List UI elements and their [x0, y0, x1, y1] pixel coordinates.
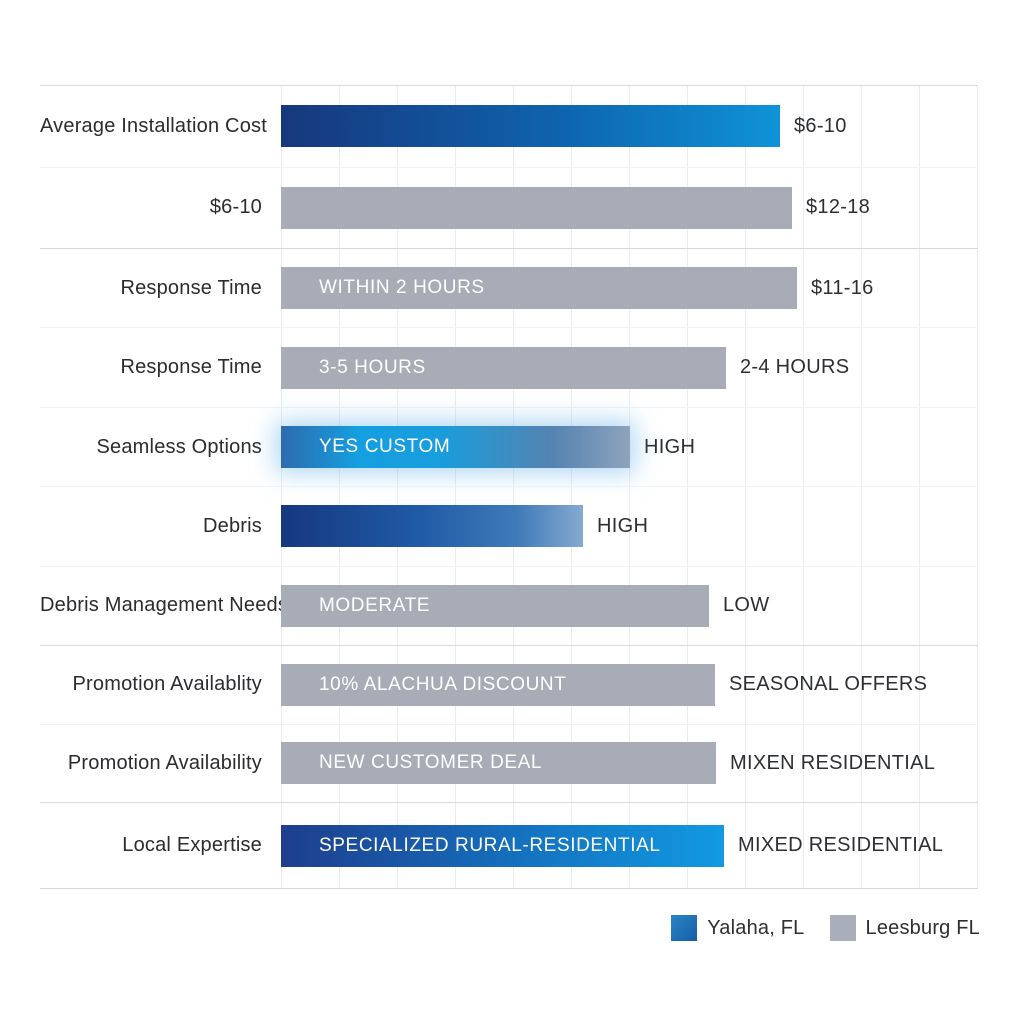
bar-leesburg: WITHIN 2 HOURS	[281, 267, 797, 310]
bar-inner-text: 3-5 HOURS	[319, 356, 426, 378]
row-label: Debris Management Needs	[40, 594, 289, 617]
row-label: Local Expertise	[122, 834, 262, 856]
row-label: Response Time	[120, 276, 262, 299]
legend-item-leesburg: Leesburg FL	[829, 915, 981, 941]
bar-zone: 10% ALACHUA DISCOUNT SEASONAL OFFERS	[281, 646, 978, 724]
bar-yalaha	[281, 105, 780, 148]
bar-inner-text: NEW CUSTOMER DEAL	[319, 752, 543, 774]
bar-leesburg: 10% ALACHUA DISCOUNT	[281, 663, 715, 706]
bar-leesburg: NEW CUSTOMER DEAL	[281, 742, 716, 785]
bar-zone: $12-18	[281, 168, 978, 249]
legend-swatch-gray	[829, 915, 856, 941]
bar-value-label: 2-4 HOURS	[740, 356, 850, 379]
bar-yalaha: YES CUSTOM	[281, 426, 630, 469]
row-label: Average Installation Cost	[40, 114, 267, 137]
chart-row: Seamless Options YES CUSTOM HIGH	[40, 406, 978, 486]
bar-inner-text: YES CUSTOM	[319, 436, 451, 458]
chart-row: $6-10 $12-18	[40, 166, 978, 249]
legend-label: Leesburg FL	[865, 916, 980, 939]
bar-zone: SPECIALIZED RURAL-RESIDENTIAL MIXED RESID…	[281, 803, 978, 888]
bar-leesburg: 3-5 HOURS	[281, 346, 726, 389]
bar-inner-text: MODERATE	[319, 594, 431, 616]
bar-zone: 3-5 HOURS 2-4 HOURS	[281, 328, 978, 406]
row-label: Debris	[203, 514, 262, 537]
legend-swatch-blue	[671, 915, 698, 941]
bar-inner-text: WITHIN 2 HOURS	[319, 277, 485, 299]
bar-value-label: MIXEN RESIDENTIAL	[730, 751, 936, 774]
bar-leesburg	[281, 186, 792, 229]
chart-row: Average Installation Cost $6-10	[40, 86, 978, 167]
chart-row: Local Expertise SPECIALIZED RURAL-RESIDEN…	[40, 803, 978, 888]
chart-row: Response Time WITHIN 2 HOURS $11-16	[40, 249, 978, 327]
bar-value-label: HIGH	[597, 514, 649, 537]
legend-label: Yalaha, FL	[707, 916, 805, 939]
row-label: Promotion Availablity	[72, 673, 262, 696]
chart-row: Debris Management Needs MODERATE LOW	[40, 565, 978, 645]
bar-value-label: MIXED RESIDENTIAL	[738, 834, 944, 856]
chart-plot-area: Average Installation Cost $6-10 $6-10 $12-1…	[40, 85, 978, 889]
chart-row-group: Average Installation Cost $6-10 $6-10 $12-1…	[40, 86, 978, 249]
chart-legend: Yalaha, FL Leesburg FL	[671, 915, 980, 941]
bar-zone: HIGH	[281, 487, 978, 565]
bar-value-label: SEASONAL OFFERS	[729, 673, 928, 696]
chart-row-group: Local Expertise SPECIALIZED RURAL-RESIDEN…	[40, 803, 978, 889]
chart-row: Response Time 3-5 HOURS 2-4 HOURS	[40, 327, 978, 406]
bar-inner-text: SPECIALIZED RURAL-RESIDENTIAL	[319, 834, 661, 856]
chart-row-group: Promotion Availablity 10% ALACHUA DISCOUN…	[40, 646, 978, 803]
bar-zone: NEW CUSTOMER DEAL MIXEN RESIDENTIAL	[281, 725, 978, 803]
bar-leesburg: MODERATE	[281, 584, 709, 627]
row-label: Seamless Options	[96, 435, 262, 458]
bar-zone: $6-10	[281, 86, 978, 167]
bar-value-label: HIGH	[644, 435, 696, 458]
bar-value-label: $11-16	[811, 276, 874, 299]
bar-zone: WITHIN 2 HOURS $11-16	[281, 249, 978, 327]
legend-item-yalaha: Yalaha, FL	[671, 915, 804, 941]
row-label: Response Time	[120, 356, 262, 379]
bar-value-label: $12-18	[806, 196, 871, 219]
bar-inner-text: 10% ALACHUA DISCOUNT	[319, 673, 567, 695]
chart-row: Debris HIGH	[40, 486, 978, 565]
chart-row: Promotion Availablity 10% ALACHUA DISCOUN…	[40, 646, 978, 724]
bar-zone: YES CUSTOM HIGH	[281, 408, 978, 486]
bar-value-label: $6-10	[794, 114, 847, 137]
bar-yalaha: SPECIALIZED RURAL-RESIDENTIAL	[281, 824, 724, 867]
bar-zone: MODERATE LOW	[281, 567, 978, 645]
bar-yalaha	[281, 505, 583, 548]
row-label: Promotion Availability	[67, 751, 262, 774]
chart-row: Promotion Availability NEW CUSTOMER DEAL M…	[40, 723, 978, 803]
row-label: $6-10	[209, 196, 262, 219]
bar-value-label: LOW	[723, 594, 770, 617]
chart-row-group: Response Time WITHIN 2 HOURS $11-16 Respons…	[40, 249, 978, 646]
